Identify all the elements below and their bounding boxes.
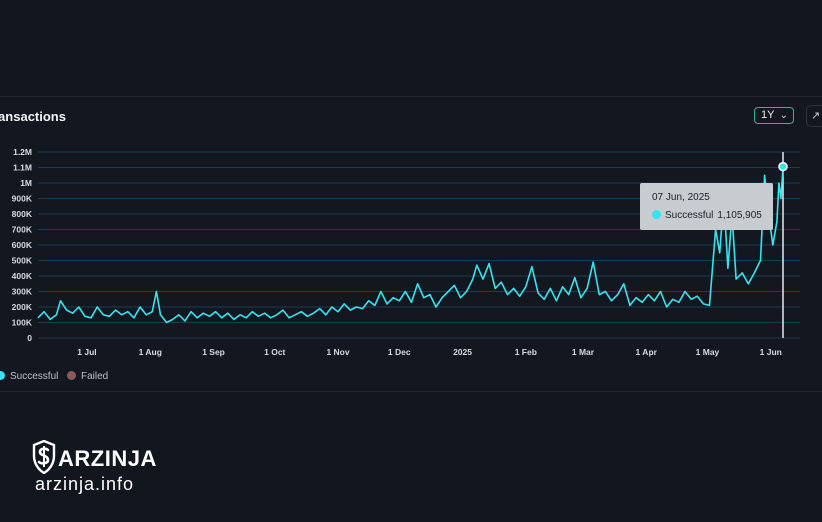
tooltip-series-dot: [652, 210, 661, 219]
x-tick-label: 2025: [453, 347, 472, 357]
tooltip-date: 07 Jun, 2025: [652, 192, 710, 203]
transactions-chart: 0 100K 200K 300K 400K 500K 600K 700K 800K 900K 1M 1…: [12, 147, 800, 357]
legend-dot-successful: [0, 371, 5, 380]
legend-item-successful[interactable]: Successful: [0, 371, 58, 382]
y-tick-label: 100K: [12, 318, 33, 328]
x-tick-label: 1 Apr: [636, 347, 658, 357]
y-tick-label: 1.2M: [13, 147, 32, 157]
y-tick-label: 0: [27, 333, 32, 343]
tooltip-row: Successful 1,105,905: [652, 210, 762, 221]
chart-grid: [38, 151, 800, 339]
legend-label-failed: Failed: [81, 371, 109, 382]
brand-name: ARZINJA: [58, 446, 157, 471]
y-tick-label: 200K: [12, 302, 33, 312]
series-line-successful: [37, 166, 784, 324]
y-tick-label: 500K: [12, 256, 33, 266]
y-tick-label: 400K: [12, 271, 33, 281]
x-tick-label: 1 Aug: [139, 347, 162, 357]
brand-logo: ARZINJA arzinja.info: [32, 439, 156, 494]
transactions-card: ransactions 1Y ⌄ ↗ 0 100K 200K 300K 400K 500K…: [0, 96, 822, 392]
y-axis: 0 100K 200K 300K 400K 500K 600K 700K 800K 900K 1M 1…: [12, 147, 33, 343]
x-tick-label: 1 Mar: [572, 347, 595, 357]
x-tick-label: 1 May: [696, 347, 720, 357]
y-tick-label: 1M: [20, 178, 32, 188]
y-tick-label: 600K: [12, 240, 33, 250]
tooltip-series: Successful: [665, 210, 714, 221]
legend-label-successful: Successful: [10, 371, 59, 382]
shield-dollar-icon: [32, 439, 56, 475]
x-tick-label: 1 Feb: [515, 347, 537, 357]
x-tick-label: 1 Nov: [326, 347, 349, 357]
y-tick-label: 300K: [12, 287, 33, 297]
legend-item-failed[interactable]: Failed: [67, 371, 108, 382]
range-select[interactable]: 1Y ⌄: [754, 107, 794, 124]
x-axis: 1 Jul 1 Aug 1 Sep 1 Oct 1 Nov 1 Dec 2025 1 Feb 1…: [77, 347, 782, 357]
x-tick-label: 1 Jul: [77, 347, 96, 357]
expand-button[interactable]: ↗: [806, 105, 822, 127]
x-tick-label: 1 Sep: [202, 347, 225, 357]
card-title: ransactions: [0, 109, 66, 124]
x-tick-label: 1 Jun: [760, 347, 782, 357]
highlight-point: [778, 161, 788, 172]
expand-arrows-icon: ↗: [811, 110, 821, 122]
x-tick-label: 1 Dec: [388, 347, 411, 357]
tooltip-value: 1,105,905: [717, 210, 762, 221]
y-tick-label: 900K: [12, 194, 33, 204]
range-label: 1Y: [761, 109, 775, 121]
y-tick-label: 1.1M: [13, 163, 32, 173]
chart-tooltip: 07 Jun, 2025 Successful 1,105,905: [640, 183, 773, 230]
y-tick-label: 700K: [12, 225, 33, 235]
chevron-down-icon: ⌄: [779, 110, 788, 121]
brand-url: arzinja.info: [35, 474, 135, 494]
x-tick-label: 1 Oct: [264, 347, 285, 357]
y-tick-label: 800K: [12, 209, 33, 219]
legend-dot-failed: [67, 371, 76, 380]
